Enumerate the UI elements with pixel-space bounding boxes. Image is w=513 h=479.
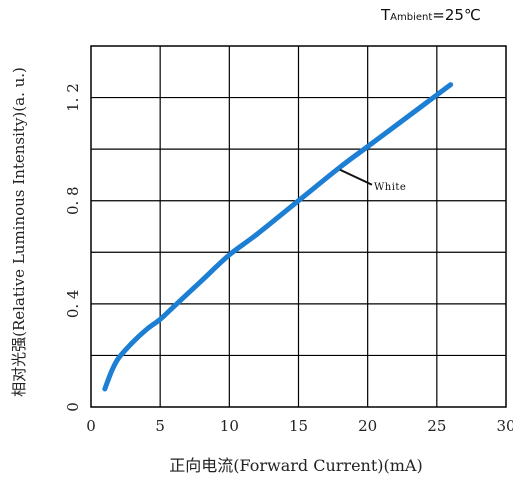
- y-tick-label: 1. 2: [64, 83, 82, 112]
- series-line-white: [102, 82, 454, 392]
- y-tick-label: 0. 4: [64, 290, 82, 319]
- y-axis-label: 相对光强(Relative Luminous Intensity)(a. u.): [10, 67, 28, 397]
- series-label-leader: [339, 168, 373, 186]
- x-tick-label: 5: [155, 417, 165, 435]
- x-tick-label: 20: [358, 417, 377, 435]
- grid: [90, 45, 507, 408]
- x-tick-label: 15: [289, 417, 308, 435]
- x-tick-label: 10: [220, 417, 239, 435]
- series-layer: White: [102, 82, 454, 392]
- x-tick-label: 30: [496, 417, 513, 435]
- tick-labels: 0 5 10 15 20 25 30 0 0. 4 0. 8 1. 2: [64, 83, 513, 435]
- series-label-white: White: [374, 182, 406, 193]
- x-tick-label: 0: [86, 417, 96, 435]
- y-tick-label: 0. 8: [64, 186, 82, 215]
- ambient-temperature-annotation: TAmbient=25℃: [380, 6, 481, 24]
- x-axis-label: 正向电流(Forward Current)(mA): [169, 456, 422, 475]
- y-tick-label: 0: [64, 402, 82, 412]
- x-tick-label: 25: [427, 417, 446, 435]
